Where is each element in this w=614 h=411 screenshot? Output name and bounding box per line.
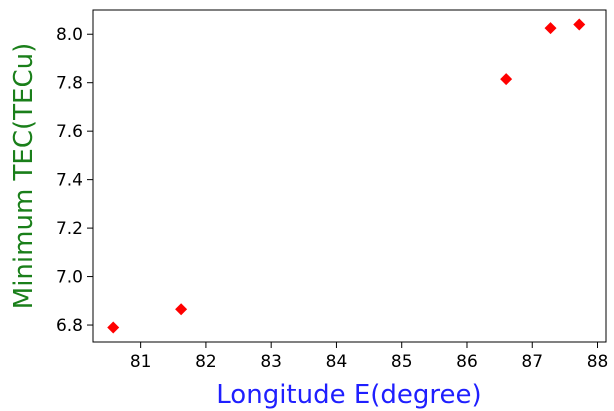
plot-frame [92,9,607,343]
x-tick-label: 83 [260,352,282,372]
x-axis-label: Longitude E(degree) [216,380,481,410]
y-tick-label: 7.4 [56,171,83,191]
data-point-marker [175,303,188,316]
x-tick-label: 88 [587,352,609,372]
data-point-marker [107,321,120,334]
data-point-marker [500,73,513,86]
x-tick-label: 84 [326,352,348,372]
data-point-marker [573,18,586,31]
x-tick-label: 82 [195,352,217,372]
y-tick-label: 7.6 [56,122,83,142]
y-tick-label: 6.8 [56,316,83,336]
x-tick-label: 87 [521,352,543,372]
x-axis-ticks: 81 82 83 84 85 86 87 88 [130,342,609,372]
data-points [107,18,586,334]
x-tick-label: 86 [456,352,478,372]
y-tick-label: 7.2 [56,219,83,239]
y-axis-ticks: 6.8 7.0 7.2 7.4 7.6 7.8 8.0 [56,25,93,336]
x-tick-label: 85 [391,352,413,372]
data-point-marker [544,22,557,35]
y-tick-label: 8.0 [56,25,83,45]
y-tick-label: 7.8 [56,74,83,94]
x-tick-label: 81 [130,352,152,372]
y-axis-label: Minimum TEC(TECu) [9,43,39,309]
y-tick-label: 7.0 [56,268,83,288]
